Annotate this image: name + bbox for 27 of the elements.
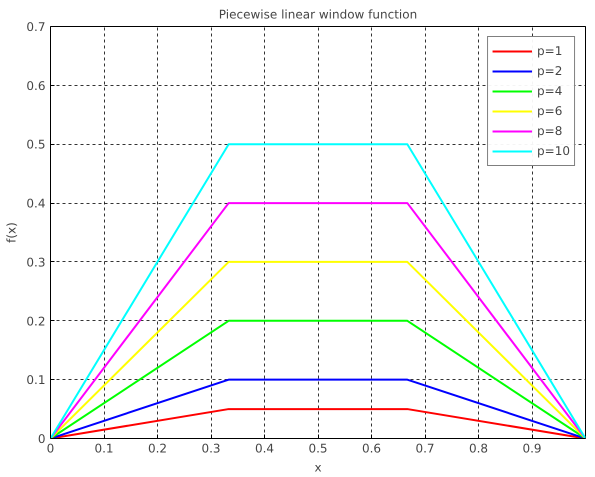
y-tick-label: 0.5 <box>26 138 46 152</box>
legend-label: p=2 <box>537 64 562 78</box>
x-tick-label: 0.1 <box>94 442 114 456</box>
legend-label: p=6 <box>537 104 562 118</box>
y-tick-label: 0.3 <box>26 255 46 270</box>
chart-title: Piecewise linear window function <box>218 8 418 22</box>
x-tick-label: 0.5 <box>308 442 328 456</box>
y-tick-label: 0.1 <box>26 373 46 388</box>
y-tick-label: 0.6 <box>26 78 46 93</box>
y-tick-label: 0.7 <box>26 20 46 34</box>
x-tick-label: 0.7 <box>415 442 435 456</box>
y-tick-label: 0.4 <box>26 196 46 211</box>
x-axis-title: x <box>314 460 322 474</box>
x-tick-label: 0.3 <box>201 442 221 456</box>
x-tick-label: 0.8 <box>468 442 488 456</box>
x-tick-label: 0.2 <box>148 442 168 456</box>
x-tick-label: 0 <box>46 442 54 456</box>
x-tick-label: 0.6 <box>362 442 382 456</box>
x-tick-label: 0.4 <box>254 442 274 456</box>
y-tick-label: 0 <box>38 432 46 446</box>
y-tick-label: 0.2 <box>26 314 46 328</box>
legend-label: p=4 <box>537 84 562 98</box>
legend-label: p=10 <box>537 144 570 158</box>
y-axis-title: f(x) <box>4 222 18 243</box>
legend-label: p=8 <box>537 124 562 138</box>
legend-label: p=1 <box>537 44 562 58</box>
x-tick-label: 0.9 <box>522 442 542 456</box>
